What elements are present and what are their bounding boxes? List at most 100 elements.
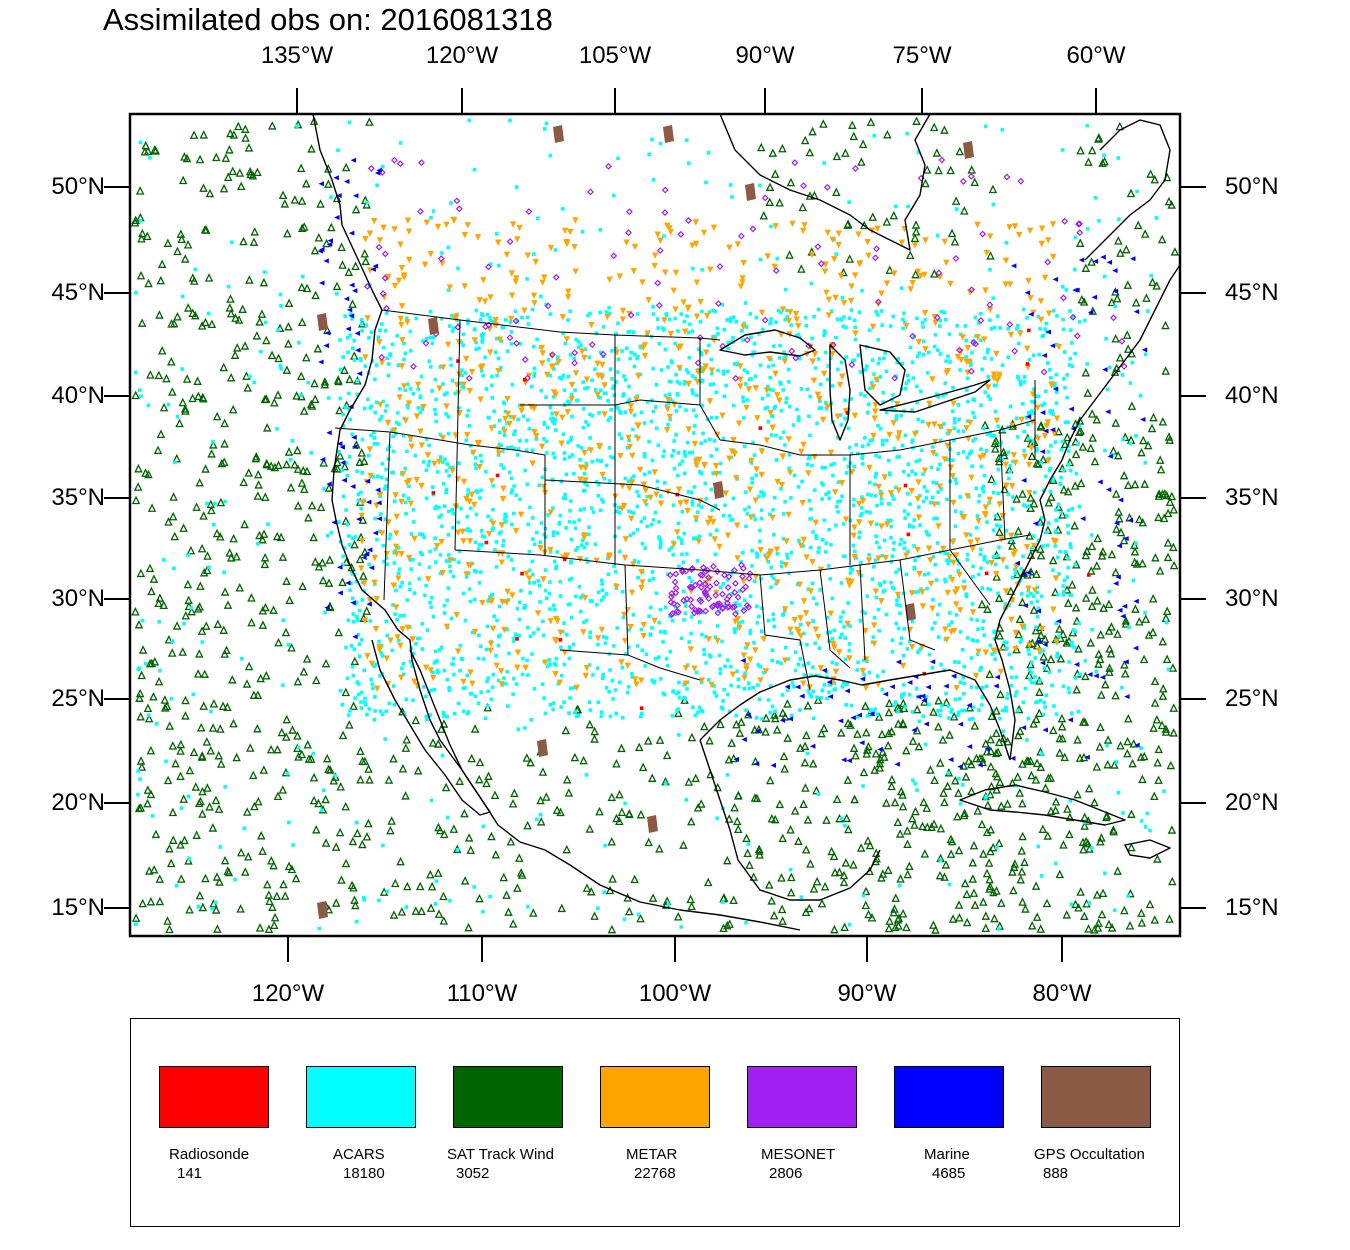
acars-marker [917,150,921,155]
metar-marker [460,538,467,545]
acars-marker [683,471,687,476]
sat-wind-marker [314,232,324,242]
metar-marker [740,652,748,659]
acars-marker [930,495,935,500]
acars-marker [1003,606,1007,610]
acars-marker [1046,361,1050,365]
acars-marker [375,474,380,479]
sat-wind-marker [340,365,349,374]
acars-marker [200,640,205,644]
metar-marker [744,642,751,649]
acars-marker [1068,356,1073,361]
acars-marker [673,316,677,321]
metar-marker [713,470,720,478]
acars-marker [933,621,937,625]
metar-marker [719,412,726,420]
acars-marker [686,490,691,494]
metar-marker [871,640,878,648]
acars-marker [355,680,360,684]
acars-marker [404,316,409,321]
acars-marker [945,497,949,502]
acars-marker [1120,373,1125,377]
metar-marker [891,270,898,277]
acars-marker [643,485,647,489]
acars-marker [599,598,604,603]
acars-marker [986,394,991,398]
acars-marker [825,696,829,701]
acars-marker [827,496,831,501]
sat-wind-marker [536,795,545,805]
sat-wind-marker [475,893,484,903]
acars-marker [384,311,389,315]
acars-marker [420,647,425,651]
acars-marker [866,410,870,415]
sat-wind-marker [215,877,224,886]
acars-marker [447,324,452,328]
sat-wind-marker [1119,535,1129,545]
acars-marker [727,709,732,714]
acars-marker [428,600,432,605]
acars-marker [1083,318,1087,323]
acars-marker [510,488,515,492]
acars-marker [467,587,472,591]
metar-marker [890,420,897,427]
acars-marker [1035,615,1040,619]
acars-marker [677,733,681,737]
acars-marker [955,323,960,328]
acars-marker [890,638,895,643]
acars-marker [367,707,372,711]
acars-marker [993,650,997,655]
sat-wind-marker [508,919,518,928]
metar-marker [783,538,790,545]
metar-marker [487,294,494,301]
sat-wind-marker [615,789,624,799]
acars-marker [561,331,565,336]
sat-wind-marker [244,143,254,152]
acars-marker [912,518,917,522]
acars-marker [559,377,564,381]
acars-marker [730,517,735,522]
acars-marker [1073,676,1078,680]
sat-wind-marker [144,469,153,479]
acars-marker [882,580,887,584]
sat-wind-marker [1027,451,1037,460]
metar-marker [963,425,970,432]
acars-marker [360,598,365,602]
acars-marker [581,425,586,430]
acars-marker [595,666,600,671]
sat-wind-marker [561,725,571,735]
metar-marker [665,396,672,404]
acars-marker [515,453,520,457]
metar-marker [739,279,746,286]
acars-marker [709,357,714,362]
sat-wind-marker [1123,736,1132,746]
sat-wind-marker [522,753,532,762]
acars-marker [691,374,695,378]
metar-marker [594,391,601,399]
acars-marker [867,480,872,485]
sat-wind-marker [719,923,728,933]
acars-marker [889,524,893,529]
acars-marker [684,368,689,372]
sat-wind-marker [196,796,205,806]
acars-marker [888,324,893,328]
sat-wind-marker [135,693,144,702]
acars-marker [492,614,496,618]
acars-marker [825,377,830,382]
acars-marker [982,473,987,478]
acars-marker [781,537,786,541]
acars-marker [730,195,734,199]
acars-marker [601,500,605,504]
metar-marker [627,624,634,631]
acars-marker [783,500,787,504]
acars-marker [212,522,216,527]
acars-marker [905,647,910,651]
acars-marker [1036,606,1041,611]
metar-marker [697,298,704,306]
acars-marker [604,463,609,468]
sat-wind-marker [562,844,572,854]
acars-marker [496,263,501,268]
sat-wind-marker [147,586,156,596]
acars-marker [971,575,975,579]
acars-marker [711,382,716,386]
